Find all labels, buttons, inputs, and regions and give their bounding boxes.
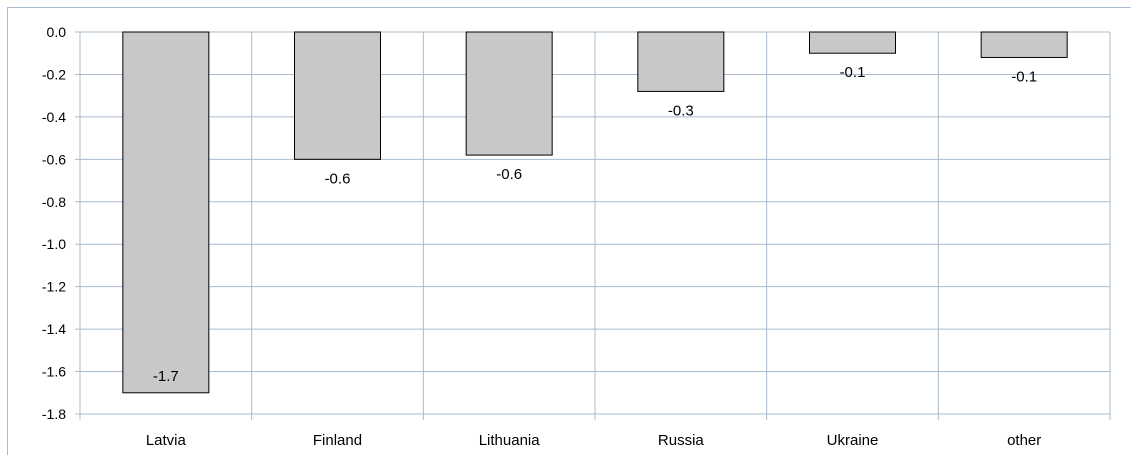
y-tick-label: -0.6 [42, 151, 66, 167]
data-label-finland: -0.6 [325, 170, 351, 187]
y-tick-label: -0.4 [42, 109, 66, 125]
y-tick-label: -1.4 [42, 321, 66, 337]
y-axis-ticks: 0.0 -0.2 -0.4 -0.6 -0.8 -1.0 -1.2 -1.4 -1.6 -1.8 [42, 24, 66, 422]
y-tick-label: -0.2 [42, 66, 66, 82]
category-label-other: other [1007, 432, 1041, 449]
y-tick-label: -1.6 [42, 364, 66, 380]
bar-ukraine [809, 31, 896, 54]
category-label-russia: Russia [658, 432, 705, 449]
category-label-lithuania: Lithuania [479, 432, 541, 449]
bar-layer [122, 31, 1068, 394]
grid-layer [75, 31, 1111, 420]
y-tick-label: -1.0 [42, 236, 66, 252]
data-label-lithuania: -0.6 [496, 166, 522, 183]
data-label-ukraine: -0.1 [840, 64, 866, 81]
category-label-finland: Finland [313, 432, 362, 449]
chart-frame [7, 7, 1131, 455]
y-tick-label: -1.2 [42, 279, 66, 295]
bar-latvia [122, 31, 210, 394]
y-tick-label: 0.0 [47, 24, 67, 40]
label-layer: -1.7 -0.6 -0.6 -0.3 -0.1 -0.1 [153, 64, 1037, 385]
data-label-latvia: -1.7 [153, 368, 179, 385]
bar-russia [637, 31, 725, 92]
category-label-latvia: Latvia [146, 432, 187, 449]
y-tick-label: -1.8 [42, 406, 66, 422]
bar-other [980, 31, 1068, 58]
y-tick-label: -0.8 [42, 194, 66, 210]
category-label-ukraine: Ukraine [827, 432, 879, 449]
x-axis-categories: Latvia Finland Lithuania Russia Ukraine other [146, 432, 1041, 449]
bar-finland [294, 31, 381, 160]
data-label-russia: -0.3 [668, 102, 694, 119]
data-label-other: -0.1 [1011, 68, 1037, 85]
bar-lithuania [465, 31, 553, 156]
